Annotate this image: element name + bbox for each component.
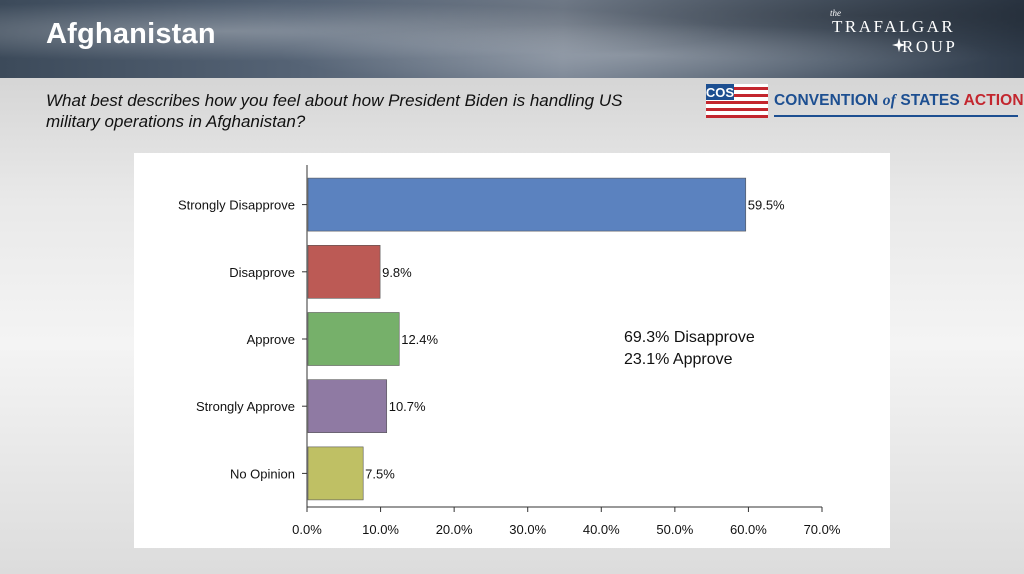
x-tick-label: 10.0% [362,522,399,537]
bar-chart: 0.0% 10.0% 20.0% 30.0% 40.0% 50.0% 60.0% 70.0% S… [178,165,841,537]
category-label: No Opinion [230,466,295,481]
logo-group-text: ROUP [902,37,958,56]
cos-logo: COS CONVENTION of STATES ACTION [706,84,1024,120]
bar [307,379,388,433]
cos-convention-text: CONVENTION [774,92,879,109]
data-label: 7.5% [365,466,395,481]
logo-trafalgar-text: TRAFALGAR [832,17,956,36]
x-tick-label: 70.0% [804,522,841,537]
category-label: Disapprove [229,265,295,280]
header-banner: Afghanistan the TRAFALGAR ROUP [0,0,1024,78]
x-tick-label: 30.0% [509,522,546,537]
trafalgar-group-logo: the TRAFALGAR ROUP [828,8,988,68]
cos-badge-text: COS [706,85,734,100]
x-tick-label: 40.0% [583,522,620,537]
page-title: Afghanistan [46,18,216,50]
data-label: 10.7% [389,399,426,414]
data-label: 9.8% [382,265,412,280]
x-tick-label: 60.0% [730,522,767,537]
cos-underline [774,115,1018,117]
cos-name: CONVENTION of STATES ACTION [774,92,1024,110]
category-label: Strongly Disapprove [178,198,295,213]
survey-question: What best describes how you feel about h… [46,91,623,131]
summary-approve: 23.1% Approve [624,351,733,368]
approval-summary: 69.3% Disapprove 23.1% Approve [624,327,755,371]
chart-panel: 0.0% 10.0% 20.0% 30.0% 40.0% 50.0% 60.0% 70.0% S… [134,153,890,548]
bar [307,245,381,299]
category-label: Strongly Approve [196,399,295,414]
bar [307,312,400,366]
compass-star-icon [892,38,906,52]
summary-disapprove: 69.3% Disapprove [624,329,755,346]
cos-of-text: of [882,92,896,109]
x-tick-label: 20.0% [436,522,473,537]
x-tick-label: 0.0% [292,522,322,537]
cos-flag-icon: COS [706,84,768,118]
bar [307,177,747,232]
x-tick-label: 50.0% [656,522,693,537]
cos-states-text: STATES [900,92,960,109]
logo-the-text: the [830,8,841,18]
category-label: Approve [247,332,295,347]
data-label: 59.5% [748,198,785,213]
bar [307,446,364,501]
cos-action-text: ACTION [963,92,1024,109]
data-label: 12.4% [401,332,438,347]
